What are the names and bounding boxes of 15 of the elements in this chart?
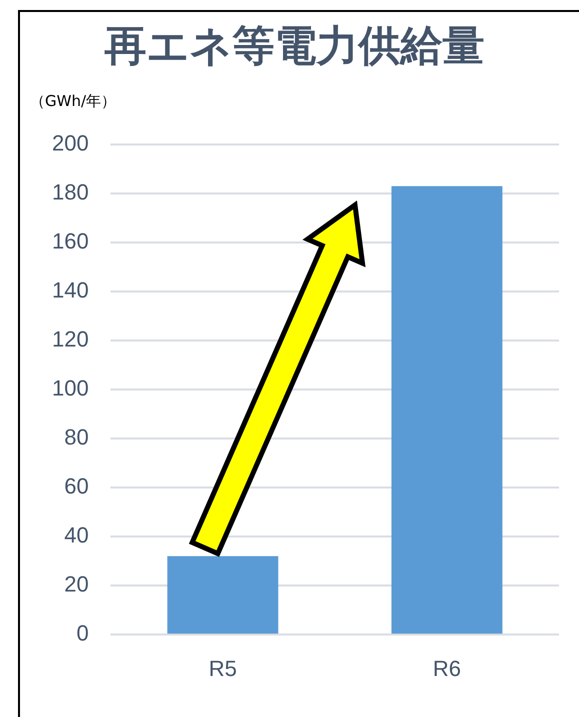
- y-tick-label: 160: [52, 228, 89, 254]
- y-tick-label: 60: [64, 474, 89, 499]
- y-tick-label: 180: [52, 179, 89, 204]
- y-tick-label: 100: [52, 376, 89, 401]
- x-tick-label: R6: [432, 656, 461, 681]
- y-axis-title: （GWh/年）: [30, 92, 116, 111]
- y-tick-label: 200: [52, 130, 89, 156]
- y-tick-label: 80: [64, 424, 89, 450]
- y-tick-label: 40: [64, 522, 89, 548]
- y-tick-label: 20: [64, 572, 89, 597]
- y-tick-label: 140: [52, 278, 89, 303]
- y-tick-label: 0: [76, 620, 89, 646]
- chart-title: 再エネ等電力供給量: [104, 21, 484, 70]
- x-tick-label: R5: [208, 656, 237, 681]
- y-tick-label: 120: [52, 326, 89, 352]
